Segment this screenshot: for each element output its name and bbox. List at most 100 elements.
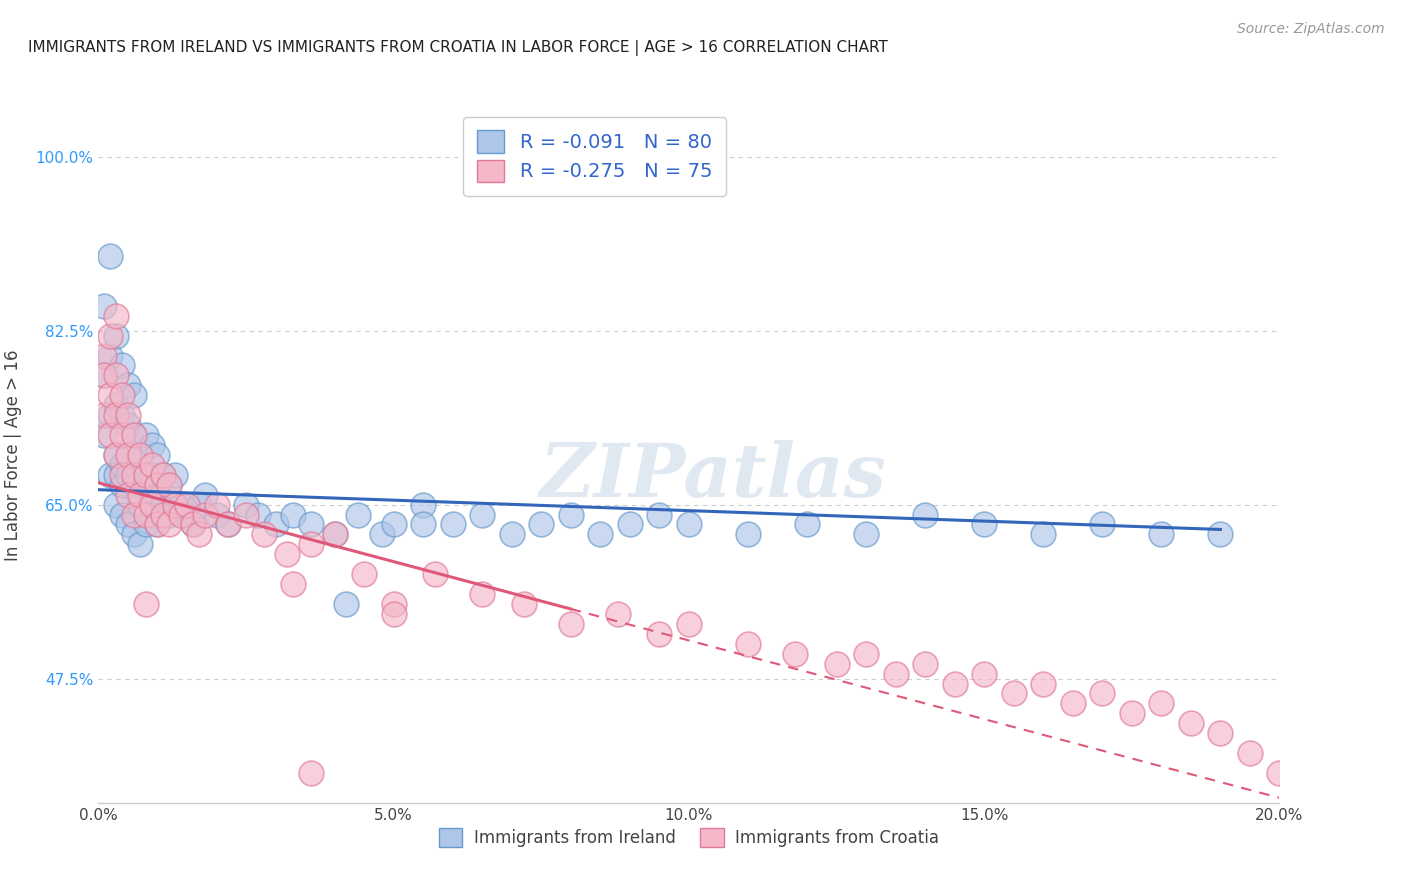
Point [98, 328, 121, 343]
Point [855, 647, 877, 661]
Point [276, 547, 298, 561]
Point [299, 766, 322, 780]
Point [855, 527, 877, 541]
Point [117, 418, 139, 433]
Text: ZIPatlas: ZIPatlas [538, 440, 886, 512]
Point [382, 607, 405, 621]
Point [128, 448, 150, 462]
Point [93, 299, 115, 313]
Point [152, 467, 174, 482]
Point [187, 498, 209, 512]
Point [105, 498, 128, 512]
Point [135, 508, 157, 522]
Point [122, 527, 145, 541]
Legend: Immigrants from Ireland, Immigrants from Croatia: Immigrants from Ireland, Immigrants from… [429, 818, 949, 857]
Point [471, 508, 494, 522]
Point [973, 517, 995, 532]
Point [117, 467, 139, 482]
Point [283, 577, 305, 591]
Point [914, 657, 936, 671]
Point [423, 567, 446, 582]
Point [678, 517, 700, 532]
Point [382, 517, 405, 532]
Point [98, 249, 121, 263]
Point [194, 488, 217, 502]
Point [111, 408, 134, 422]
Point [187, 527, 209, 541]
Point [1121, 706, 1143, 721]
Point [371, 527, 394, 541]
Point [382, 597, 405, 611]
Point [111, 508, 134, 522]
Point [152, 508, 174, 522]
Point [93, 408, 115, 422]
Point [589, 527, 612, 541]
Point [353, 567, 375, 582]
Point [914, 508, 936, 522]
Point [93, 368, 115, 383]
Point [105, 398, 128, 412]
Point [111, 359, 134, 373]
Point [135, 477, 157, 491]
Point [205, 498, 228, 512]
Point [135, 597, 157, 611]
Point [737, 527, 759, 541]
Point [607, 607, 630, 621]
Point [141, 498, 163, 512]
Point [1002, 686, 1025, 700]
Point [1032, 676, 1054, 690]
Point [1150, 697, 1173, 711]
Point [105, 448, 128, 462]
Point [176, 498, 198, 512]
Point [122, 467, 145, 482]
Point [501, 527, 523, 541]
Point [128, 537, 150, 551]
Point [98, 467, 121, 482]
Point [122, 428, 145, 442]
Point [122, 508, 145, 522]
Point [619, 517, 641, 532]
Point [205, 508, 228, 522]
Point [181, 517, 204, 532]
Point [141, 458, 163, 472]
Point [560, 508, 582, 522]
Point [105, 368, 128, 383]
Point [471, 587, 494, 601]
Point [737, 637, 759, 651]
Point [181, 517, 204, 532]
Point [111, 458, 134, 472]
Point [1209, 726, 1232, 740]
Point [1268, 766, 1291, 780]
Point [141, 508, 163, 522]
Point [165, 467, 187, 482]
Point [785, 647, 807, 661]
Point [299, 537, 322, 551]
Point [98, 428, 121, 442]
Point [1062, 697, 1084, 711]
Point [253, 527, 276, 541]
Point [678, 616, 700, 631]
Point [176, 508, 198, 522]
Point [105, 309, 128, 323]
Point [1180, 716, 1202, 731]
Point [111, 428, 134, 442]
Point [135, 517, 157, 532]
Point [217, 517, 239, 532]
Point [264, 517, 287, 532]
Point [122, 388, 145, 402]
Point [105, 448, 128, 462]
Point [157, 517, 180, 532]
Point [825, 657, 848, 671]
Point [648, 508, 671, 522]
Point [117, 488, 139, 502]
Point [323, 527, 346, 541]
Point [170, 498, 193, 512]
Text: IMMIGRANTS FROM IRELAND VS IMMIGRANTS FROM CROATIA IN LABOR FORCE | AGE > 16 COR: IMMIGRANTS FROM IRELAND VS IMMIGRANTS FR… [28, 40, 889, 56]
Point [152, 467, 174, 482]
Point [170, 508, 193, 522]
Point [884, 666, 907, 681]
Point [146, 517, 169, 532]
Point [1150, 527, 1173, 541]
Point [235, 508, 257, 522]
Y-axis label: In Labor Force | Age > 16: In Labor Force | Age > 16 [4, 349, 21, 561]
